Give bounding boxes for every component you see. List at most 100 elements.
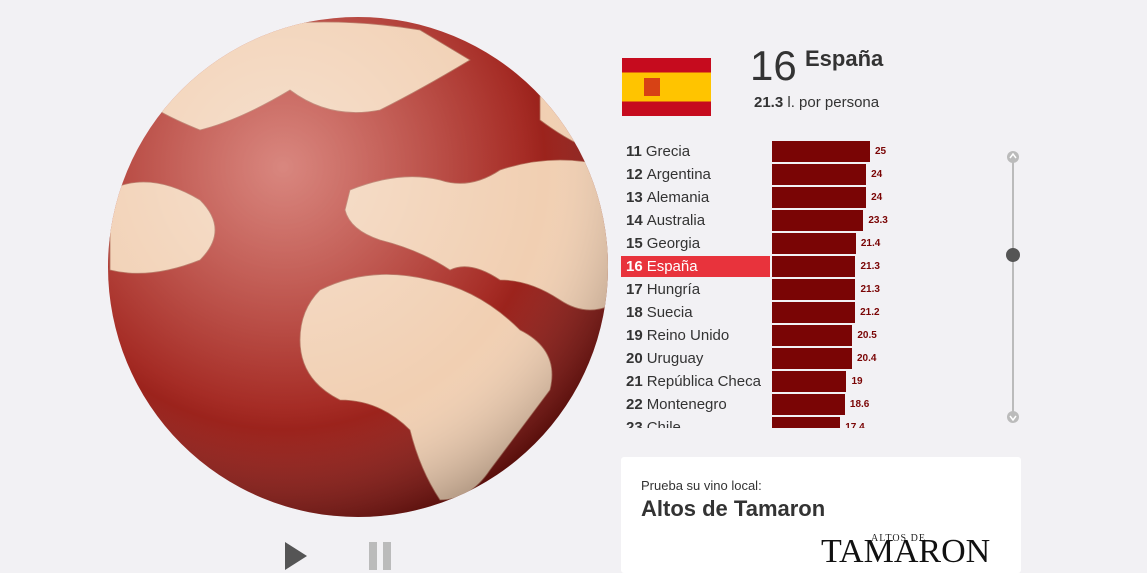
bar <box>772 371 847 392</box>
row-rank: 18 <box>626 304 643 321</box>
header-unit: l. por persona <box>787 94 880 111</box>
globe-area <box>108 17 608 570</box>
bar <box>772 164 867 185</box>
wine-name: Altos de Tamaron <box>641 496 826 521</box>
row-rank: 20 <box>626 350 643 367</box>
scroll-thumb[interactable] <box>1006 248 1020 262</box>
bar-value: 25 <box>875 146 887 157</box>
header-value: 21.3 <box>754 94 784 111</box>
pause-button[interactable] <box>383 542 391 570</box>
row-label: 12 Argentina <box>621 164 770 185</box>
row-name: Suecia <box>646 304 693 321</box>
row-label: 18 Suecia <box>621 302 770 323</box>
scroll-up[interactable] <box>1007 151 1019 163</box>
row-rank: 14 <box>626 212 643 229</box>
bar <box>772 394 845 415</box>
row-name: Argentina <box>646 166 711 183</box>
row-label: 15 Georgia <box>621 233 770 254</box>
ranking-row[interactable]: 13 Alemania 24 <box>621 186 921 209</box>
flag <box>622 58 711 116</box>
ranking-row[interactable]: 12 Argentina 24 <box>621 163 921 186</box>
row-rank: 11 <box>626 143 642 160</box>
ranking-row[interactable]: 23 Chile 17.4 <box>621 416 921 428</box>
bar-value: 21.3 <box>860 261 880 272</box>
bar <box>772 233 856 254</box>
row-rank: 21 <box>626 373 643 390</box>
play-button[interactable] <box>285 542 307 570</box>
row-name: Alemania <box>646 189 710 206</box>
bar-value: 20.5 <box>857 330 877 341</box>
row-name: Uruguay <box>646 350 704 367</box>
ranking-row[interactable]: 15 Georgia 21.4 <box>621 232 921 255</box>
ranking-row[interactable]: 22 Montenegro 18.6 <box>621 393 921 416</box>
row-name: Australia <box>646 212 706 229</box>
row-rank: 12 <box>626 166 643 183</box>
row-label: 21 República Checa <box>621 371 770 392</box>
header-value-line: 21.3 l. por persona <box>754 94 879 111</box>
pause-button[interactable] <box>369 542 377 570</box>
row-label: 13 Alemania <box>621 187 770 208</box>
ranking-row[interactable]: 19 Reino Unido 20.5 <box>621 324 921 347</box>
row-name: República Checa <box>646 373 761 390</box>
bar <box>772 187 867 208</box>
ranking-row[interactable]: 18 Suecia 21.2 <box>621 301 921 324</box>
row-label: 23 Chile <box>621 417 770 428</box>
bar-value: 17.4 <box>845 422 865 428</box>
ranking-row[interactable]: 16 España 21.3 <box>621 255 921 278</box>
ranking-row[interactable]: 20 Uruguay 20.4 <box>621 347 921 370</box>
bar-value: 19 <box>851 376 863 387</box>
row-label: 16 España <box>621 256 770 277</box>
row-name: Chile <box>646 419 681 428</box>
ranking-row[interactable]: 17 Hungría 21.3 <box>621 278 921 301</box>
row-name: España <box>646 258 698 275</box>
row-label: 22 Montenegro <box>621 394 770 415</box>
logo-small: ALTOS DE <box>871 533 926 544</box>
row-rank: 23 <box>626 419 643 428</box>
ranking-row[interactable]: 11 Grecia 25 <box>621 140 921 163</box>
row-rank: 17 <box>626 281 643 298</box>
wine-label: Prueba su vino local: <box>641 478 762 493</box>
row-label: 20 Uruguay <box>621 348 770 369</box>
row-name: Grecia <box>645 143 691 160</box>
row-rank: 15 <box>626 235 643 252</box>
row-label: 19 Reino Unido <box>621 325 770 346</box>
row-name: Montenegro <box>646 396 727 413</box>
row-label: 11 Grecia <box>621 141 770 162</box>
scrollbar <box>1006 151 1020 423</box>
bar-value: 20.4 <box>856 353 877 364</box>
bar <box>772 141 870 162</box>
row-label: 17 Hungría <box>621 279 770 300</box>
header-country: España <box>805 46 884 71</box>
bar <box>772 348 852 369</box>
bar-value: 18.6 <box>849 399 870 410</box>
header-rank: 16 <box>750 42 797 89</box>
row-rank: 13 <box>626 189 643 206</box>
row-name: Reino Unido <box>646 327 730 344</box>
bar <box>772 302 856 323</box>
ranking-list: 11 Grecia 25 12 Argentina 24 13 Alemania 24 14 Aus… <box>621 140 921 428</box>
bar-value: 24 <box>871 169 883 180</box>
bar <box>772 210 864 231</box>
bar <box>772 417 841 428</box>
row-rank: 22 <box>626 396 643 413</box>
bar <box>772 325 853 346</box>
scroll-down[interactable] <box>1007 411 1019 423</box>
bar-value: 23.3 <box>868 215 888 226</box>
bar-value: 21.3 <box>860 284 880 295</box>
row-name: Georgia <box>646 235 701 252</box>
row-rank: 16 <box>626 258 643 275</box>
ranking-row[interactable]: 14 Australia 23.3 <box>621 209 921 232</box>
bar-value: 21.2 <box>860 307 880 318</box>
logo-big: TAMARON <box>821 533 991 570</box>
wine-card: Prueba su vino local: Altos de Tamaron A… <box>621 457 1021 573</box>
row-rank: 19 <box>626 327 643 344</box>
bar-value: 24 <box>871 192 883 203</box>
row-label: 14 Australia <box>621 210 770 231</box>
ranking-row[interactable]: 21 República Checa 19 <box>621 370 921 393</box>
bar-value: 21.4 <box>860 238 881 249</box>
globe-shade <box>108 17 608 517</box>
row-name: Hungría <box>646 281 701 298</box>
bar <box>772 256 856 277</box>
bar <box>772 279 856 300</box>
